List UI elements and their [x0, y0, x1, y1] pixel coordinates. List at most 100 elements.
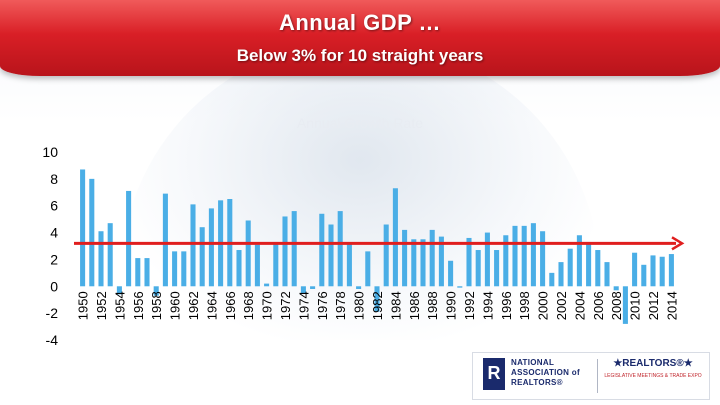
bar-1977: [328, 224, 334, 287]
y-tick-label: -2: [46, 305, 59, 321]
x-tick-label: 1996: [499, 291, 514, 320]
logo-divider: [597, 359, 598, 393]
x-tick-label: 2012: [646, 291, 661, 320]
x-tick-label: 2006: [591, 291, 606, 320]
bar-1950: [80, 169, 86, 287]
bar-2009: [622, 286, 628, 324]
title-banner: [0, 0, 720, 76]
bar-1961: [181, 251, 187, 287]
bar-1972: [282, 216, 288, 287]
bar-1985: [402, 229, 408, 287]
realtor-r-icon: R: [483, 358, 505, 390]
bars-group: [80, 169, 674, 324]
bar-1971: [273, 241, 279, 287]
x-tick-label: 1952: [94, 291, 109, 320]
bar-1969: [254, 244, 260, 287]
x-tick-label: 1962: [186, 291, 201, 320]
bar-1970: [264, 283, 270, 287]
bar-1957: [144, 258, 150, 287]
bar-1988: [429, 229, 435, 287]
x-tick-label: 1956: [131, 291, 146, 320]
bar-1998: [521, 225, 527, 287]
bar-1989: [438, 236, 444, 287]
bar-2002: [558, 262, 564, 287]
bar-1983: [383, 224, 389, 287]
bar-1963: [199, 227, 205, 287]
bar-1981: [365, 251, 371, 287]
bar-1980: [356, 286, 362, 289]
bar-2012: [650, 255, 656, 287]
x-tick-label: 2008: [609, 291, 624, 320]
x-tick-label: 1982: [370, 291, 385, 320]
x-tick-label: 1966: [223, 291, 238, 320]
chart-title: Annual Growth Rate: [297, 115, 423, 131]
bar-2010: [632, 252, 638, 287]
bar-1956: [135, 258, 141, 287]
bar-2006: [595, 250, 601, 287]
bar-1995: [494, 250, 500, 287]
realtors-wordmark: ★REALTORS®★: [613, 358, 693, 369]
x-tick-label: 1954: [112, 291, 127, 320]
bar-2005: [586, 241, 592, 287]
bar-1994: [484, 232, 490, 287]
x-tick-label: 1984: [388, 291, 403, 320]
bar-1991: [457, 286, 463, 288]
x-tick-label: 1974: [296, 291, 311, 320]
bar-1979: [346, 243, 352, 287]
bar-1986: [411, 239, 417, 287]
reference-line-group: [74, 236, 685, 251]
bar-2004: [576, 235, 582, 287]
bar-1951: [89, 178, 95, 287]
bar-1959: [162, 193, 168, 287]
x-tick-label: 1980: [352, 291, 367, 320]
x-tick-label: 1972: [278, 291, 293, 320]
bar-2007: [604, 262, 610, 287]
x-tick-label: 1970: [260, 291, 275, 320]
reference-line-arrow: [671, 236, 685, 251]
x-tick-label: 2010: [628, 291, 643, 320]
x-tick-label: 1992: [462, 291, 477, 320]
realtors-event-text: LEGISLATIVE MEETINGS & TRADE EXPO: [604, 373, 702, 379]
bar-1964: [208, 208, 214, 287]
bar-1973: [291, 211, 297, 287]
bar-1987: [420, 239, 426, 287]
bar-1997: [512, 225, 518, 287]
x-tick-label: 1964: [204, 291, 219, 320]
x-tick-label: 1978: [333, 291, 348, 320]
bar-2001: [549, 272, 555, 287]
bar-2014: [668, 254, 674, 287]
nar-name: NATIONAL ASSOCIATION of REALTORS®: [511, 358, 580, 387]
x-tick-label: 1958: [149, 291, 164, 320]
bar-1955: [126, 190, 132, 287]
y-tick-label: 10: [42, 144, 58, 160]
x-tick-label: 2002: [554, 291, 569, 320]
y-axis: 10 8 6 4 2 0 -2 -4: [42, 144, 58, 348]
bar-1982: [374, 286, 380, 312]
bar-1960: [172, 251, 178, 287]
x-tick-label: 1960: [168, 291, 183, 320]
bar-1976: [319, 213, 325, 287]
x-tick-label: 1994: [480, 291, 495, 320]
bar-1974: [300, 286, 306, 293]
bar-1952: [98, 231, 104, 287]
bar-1968: [245, 220, 251, 287]
bar-1962: [190, 204, 196, 287]
page-subtitle: Below 3% for 10 straight years: [236, 46, 484, 65]
bar-2000: [540, 231, 546, 287]
bar-2003: [567, 248, 573, 287]
x-tick-label: 2014: [664, 291, 679, 320]
bar-1958: [153, 286, 159, 296]
bar-1993: [475, 250, 481, 287]
y-tick-label: 2: [50, 251, 58, 267]
y-tick-label: 4: [50, 225, 58, 241]
bar-1984: [392, 188, 398, 287]
nar-logo: R NATIONAL ASSOCIATION of REALTORS® ★REA…: [472, 352, 710, 400]
x-tick-label: 1998: [517, 291, 532, 320]
x-tick-label: 1986: [407, 291, 422, 320]
x-tick-label: 1988: [425, 291, 440, 320]
x-axis: 1950 1952 1954 1956 1958 1960 1962 1964 1966 1968…: [76, 291, 680, 320]
x-tick-label: 1968: [241, 291, 256, 320]
bar-2008: [613, 286, 619, 291]
bar-1996: [503, 235, 509, 287]
y-tick-label: -4: [46, 332, 59, 348]
